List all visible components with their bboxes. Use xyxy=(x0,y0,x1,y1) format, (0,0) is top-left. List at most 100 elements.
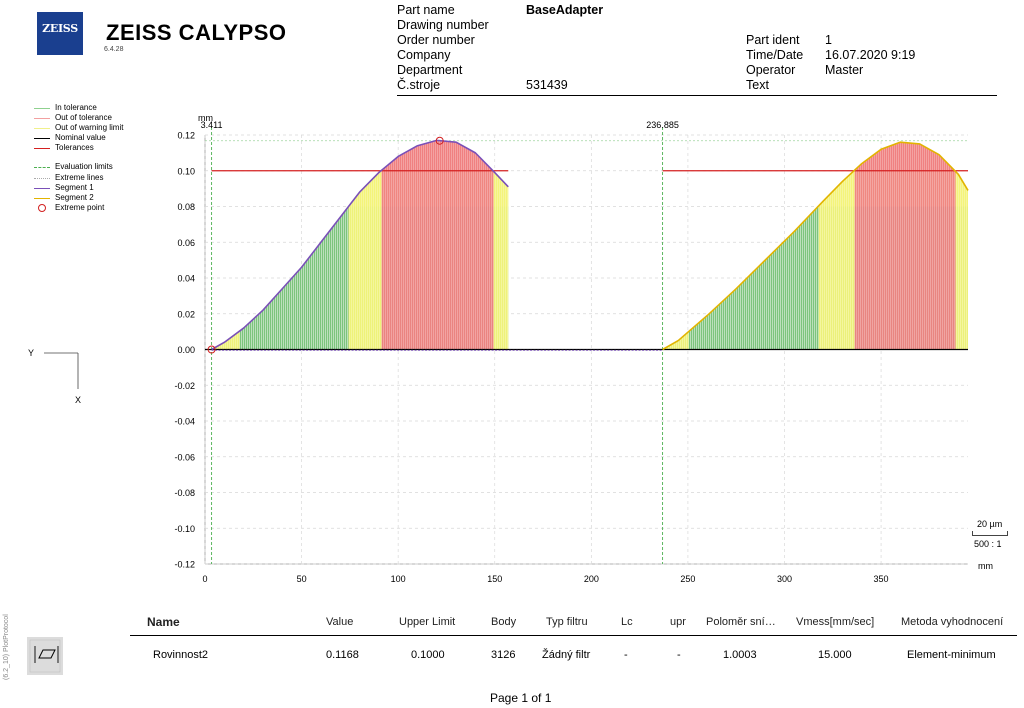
column-fill xyxy=(479,140,481,350)
column-fill xyxy=(860,142,862,350)
column-fill xyxy=(424,140,426,350)
column-fill xyxy=(235,140,237,350)
cell-lc: - xyxy=(624,649,628,661)
column-fill xyxy=(351,140,353,350)
column-fill xyxy=(965,142,967,350)
column-fill xyxy=(217,140,219,350)
zeiss-logo: ZEISS xyxy=(37,12,83,55)
th-name: Name xyxy=(147,615,180,629)
y-tick-label: -0.10 xyxy=(174,524,195,534)
column-fill xyxy=(926,142,928,350)
column-fill xyxy=(443,140,445,350)
column-fill xyxy=(919,142,921,350)
column-fill xyxy=(846,142,848,350)
column-fill xyxy=(671,142,673,350)
column-fill xyxy=(866,142,868,350)
column-fill xyxy=(897,142,899,350)
chart-legend: In tolerance Out of tolerance Out of warni… xyxy=(33,103,123,213)
axis-indicator-y-label: Y xyxy=(28,348,34,358)
column-fill xyxy=(480,140,482,350)
column-fill xyxy=(388,140,390,350)
column-fill xyxy=(670,142,672,350)
column-fill xyxy=(229,140,231,350)
column-fill xyxy=(452,140,454,350)
column-fill xyxy=(410,140,412,350)
column-fill xyxy=(880,142,882,350)
legend-swatch xyxy=(34,187,50,189)
column-fill xyxy=(419,140,421,350)
label-part-name: Part name xyxy=(397,3,455,17)
column-fill xyxy=(457,140,459,350)
column-fill xyxy=(440,140,442,350)
column-fill xyxy=(216,140,218,350)
column-fill xyxy=(890,142,892,350)
column-fill xyxy=(872,142,874,350)
column-fill xyxy=(877,142,879,350)
column-fill xyxy=(369,140,371,350)
column-fill xyxy=(485,140,487,350)
column-fill xyxy=(436,140,438,350)
column-fill xyxy=(906,142,908,350)
legend-swatch xyxy=(34,177,50,179)
legend-item: Out of warning limit xyxy=(33,123,123,133)
column-fill xyxy=(917,142,919,350)
column-fill xyxy=(852,142,854,350)
column-fill xyxy=(460,140,462,350)
column-fill xyxy=(350,140,352,350)
legend-label: In tolerance xyxy=(55,103,97,112)
app-name: ZEISS CALYPSO xyxy=(106,20,287,45)
column-fill xyxy=(432,140,434,350)
column-fill xyxy=(498,140,500,350)
column-fill xyxy=(951,142,953,350)
column-fill xyxy=(855,142,857,350)
column-fill xyxy=(430,140,432,350)
cell-upper-limit: 0.1000 xyxy=(411,649,445,661)
column-fill xyxy=(221,140,223,350)
th-lc: Lc xyxy=(621,616,633,628)
legend-item: Out of tolerance xyxy=(33,113,123,123)
extreme-point-marker xyxy=(207,345,216,354)
column-fill xyxy=(482,140,484,350)
scale-bar xyxy=(972,531,1008,536)
column-fill xyxy=(913,142,915,350)
column-fill xyxy=(421,140,423,350)
column-fill xyxy=(353,140,355,350)
column-fill xyxy=(669,142,671,350)
column-fill xyxy=(412,140,414,350)
column-fill xyxy=(385,140,387,350)
column-fill xyxy=(352,140,354,350)
machine-value: 531439 xyxy=(526,78,568,92)
column-fill xyxy=(948,142,950,350)
column-fill xyxy=(400,140,402,350)
column-fill xyxy=(395,140,397,350)
extreme-point-marker xyxy=(435,136,444,145)
column-fill xyxy=(383,140,385,350)
column-fill xyxy=(348,140,350,350)
flatness-icon xyxy=(29,639,61,673)
column-fill xyxy=(448,140,450,350)
column-fill xyxy=(382,140,384,350)
column-fill xyxy=(663,142,665,350)
column-fill xyxy=(844,142,846,350)
column-fill xyxy=(374,140,376,350)
column-fill xyxy=(459,140,461,350)
column-fill xyxy=(367,140,369,350)
column-fill xyxy=(492,140,494,350)
column-fill xyxy=(380,140,382,350)
table-rule xyxy=(130,635,1017,636)
column-fill xyxy=(495,140,497,350)
th-upr: upr xyxy=(670,616,686,628)
column-fill xyxy=(422,140,424,350)
column-fill xyxy=(438,140,440,350)
column-fill xyxy=(949,142,951,350)
column-fill xyxy=(231,140,233,350)
column-fill xyxy=(462,140,464,350)
column-fill xyxy=(901,142,903,350)
column-fill xyxy=(845,142,847,350)
column-fill xyxy=(403,140,405,350)
column-fill xyxy=(842,142,844,350)
legend-label: Segment 2 xyxy=(55,192,94,202)
column-fill xyxy=(507,140,509,350)
x-tick-label: 50 xyxy=(297,574,307,584)
legend-swatch xyxy=(34,118,50,120)
